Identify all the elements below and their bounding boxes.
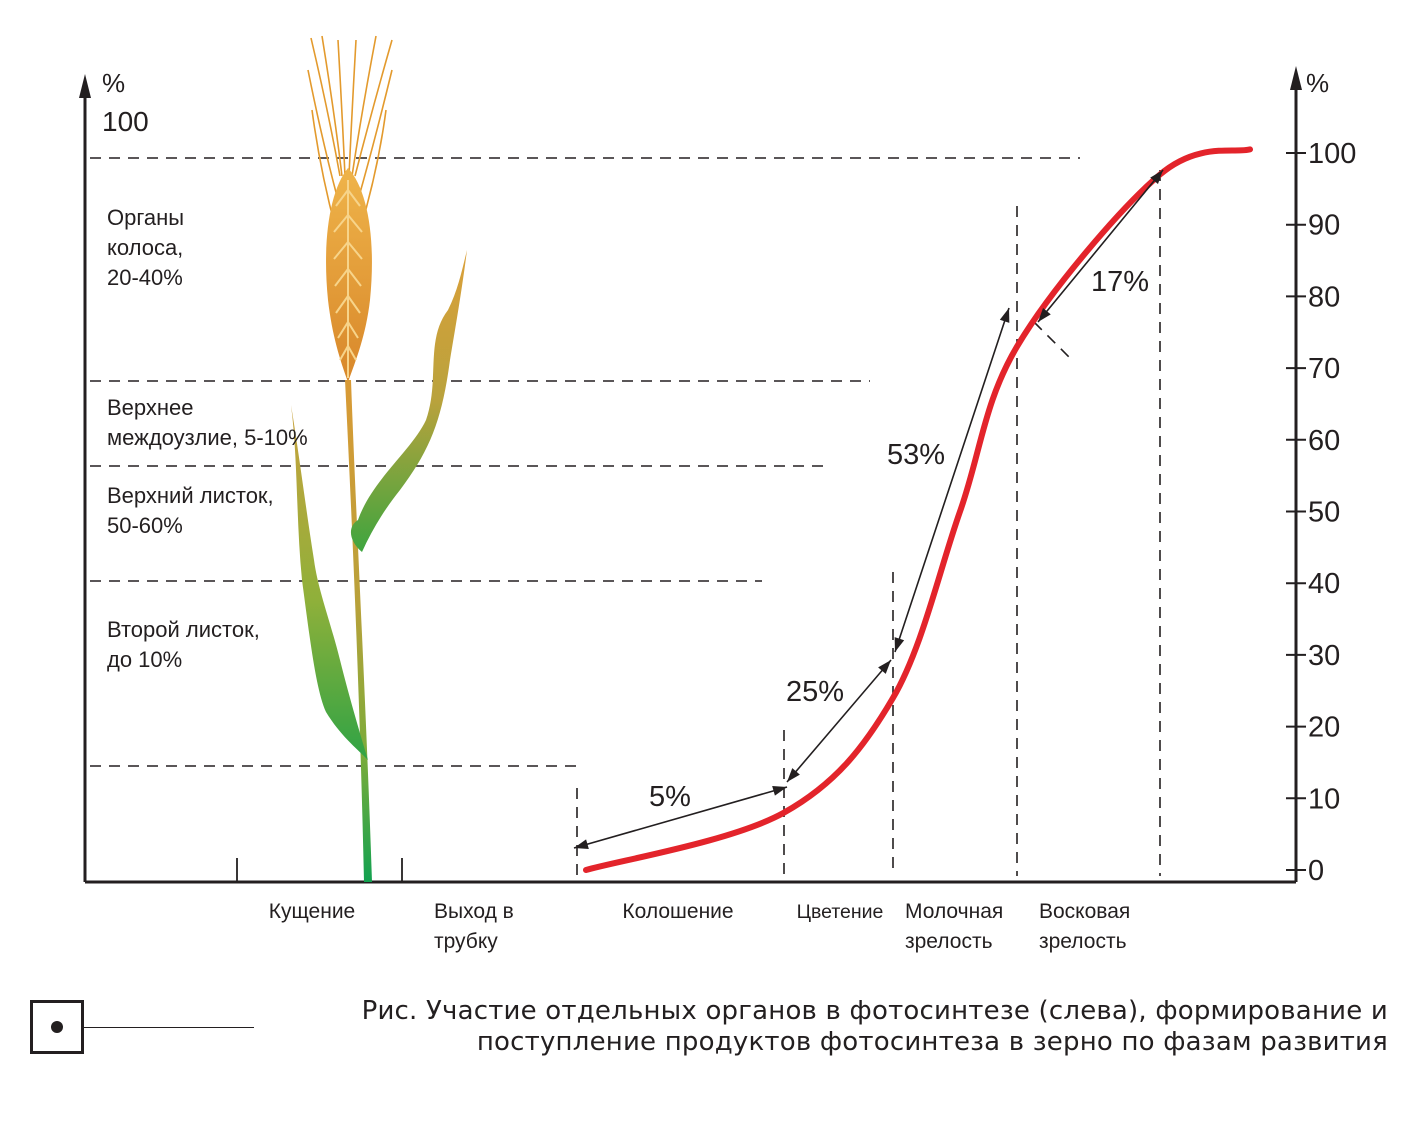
increment-arrows: 5% 25% 53% 17% xyxy=(573,169,1164,849)
left-axis-arrow-icon xyxy=(79,74,91,98)
figure: % 100 % 0 10 20 30 40 50 60 70 80 90 100 xyxy=(79,35,1356,953)
arrowhead-icon xyxy=(1150,170,1163,184)
right-axis-ticks: 0 10 20 30 40 50 60 70 80 90 100 xyxy=(1286,138,1356,887)
right-axis-tick-label: 100 xyxy=(1308,138,1356,170)
increment-label: 25% xyxy=(786,676,844,708)
series-line xyxy=(583,146,1253,873)
right-axis-tick-label: 50 xyxy=(1308,497,1340,529)
phase-label-flowering: Цветение xyxy=(797,901,884,923)
phase-labels: Кущение Выход в трубку Колошение Цветени… xyxy=(269,900,1136,953)
ear-grains xyxy=(333,180,363,378)
left-axis-unit: % xyxy=(102,68,125,98)
right-axis-tick-label: 70 xyxy=(1308,353,1340,385)
phase-label-tillering: Кущение xyxy=(269,900,355,923)
right-axis-tick-label: 20 xyxy=(1308,712,1340,744)
figure-caption: Рис. Участие отдельных органов в фотосин… xyxy=(362,996,1388,1058)
right-axis-tick-label: 40 xyxy=(1308,568,1340,600)
organ-labels: Органы колоса, 20-40% Верхнее междоузлие… xyxy=(107,205,308,672)
increment-label: 5% xyxy=(649,781,691,813)
axes xyxy=(79,66,1302,884)
awns xyxy=(307,35,393,231)
arrowhead-icon xyxy=(574,839,589,849)
left-axis-max-label: 100 xyxy=(102,106,149,137)
arrowhead-icon xyxy=(894,637,905,652)
figure-marker-icon xyxy=(30,1000,84,1054)
arrowhead-icon xyxy=(999,308,1010,323)
phase-label-booting: Выход в трубку xyxy=(434,900,520,953)
marker-dot xyxy=(51,1021,63,1033)
right-axis-arrow-icon xyxy=(1290,66,1302,90)
right-axis-tick-label: 80 xyxy=(1308,281,1340,313)
phase-line-diag xyxy=(1033,321,1075,363)
increment-label: 17% xyxy=(1091,266,1149,298)
phase-label-wax: Восковая зрелость xyxy=(1039,900,1136,953)
right-axis-tick-label: 10 xyxy=(1308,783,1340,815)
wheat-plant-illustration xyxy=(291,35,467,882)
increment-arrow xyxy=(894,307,1010,653)
increment-arrow xyxy=(573,786,788,849)
caption-line-2: поступление продуктов фотосинтеза в зерн… xyxy=(476,1027,1388,1057)
arrowhead-icon xyxy=(772,786,787,796)
phase-lines xyxy=(576,170,1161,876)
organ-label-second-leaf: Второй листок, до 10% xyxy=(107,617,266,672)
flag-leaf xyxy=(350,250,467,552)
caption-line-1: Рис. Участие отдельных органов в фотосин… xyxy=(361,996,1388,1026)
right-axis-tick-label: 90 xyxy=(1308,210,1340,242)
arrowhead-icon xyxy=(787,768,800,782)
stem xyxy=(345,380,372,882)
organ-label-ear: Органы колоса, 20-40% xyxy=(107,205,190,290)
arrowhead-icon xyxy=(878,660,891,674)
increment-arrow xyxy=(786,659,892,783)
organ-level-lines xyxy=(90,157,1080,767)
increment-label: 53% xyxy=(887,439,945,471)
increment-arrow xyxy=(1037,169,1164,323)
phase-label-milk: Молочная зрелость xyxy=(905,900,1009,953)
phase-label-heading: Колошение xyxy=(622,900,733,923)
right-axis-tick-label: 30 xyxy=(1308,640,1340,672)
organ-label-internode: Верхнее междоузлие, 5-10% xyxy=(107,395,308,450)
marker-line xyxy=(84,1027,254,1028)
organ-label-top-leaf: Верхний листок, 50-60% xyxy=(107,483,280,538)
right-axis-unit: % xyxy=(1306,68,1329,98)
right-axis-tick-label: 0 xyxy=(1308,855,1324,887)
arrowhead-icon xyxy=(1038,308,1051,322)
second-leaf xyxy=(291,405,368,760)
right-axis-tick-label: 60 xyxy=(1308,425,1340,457)
